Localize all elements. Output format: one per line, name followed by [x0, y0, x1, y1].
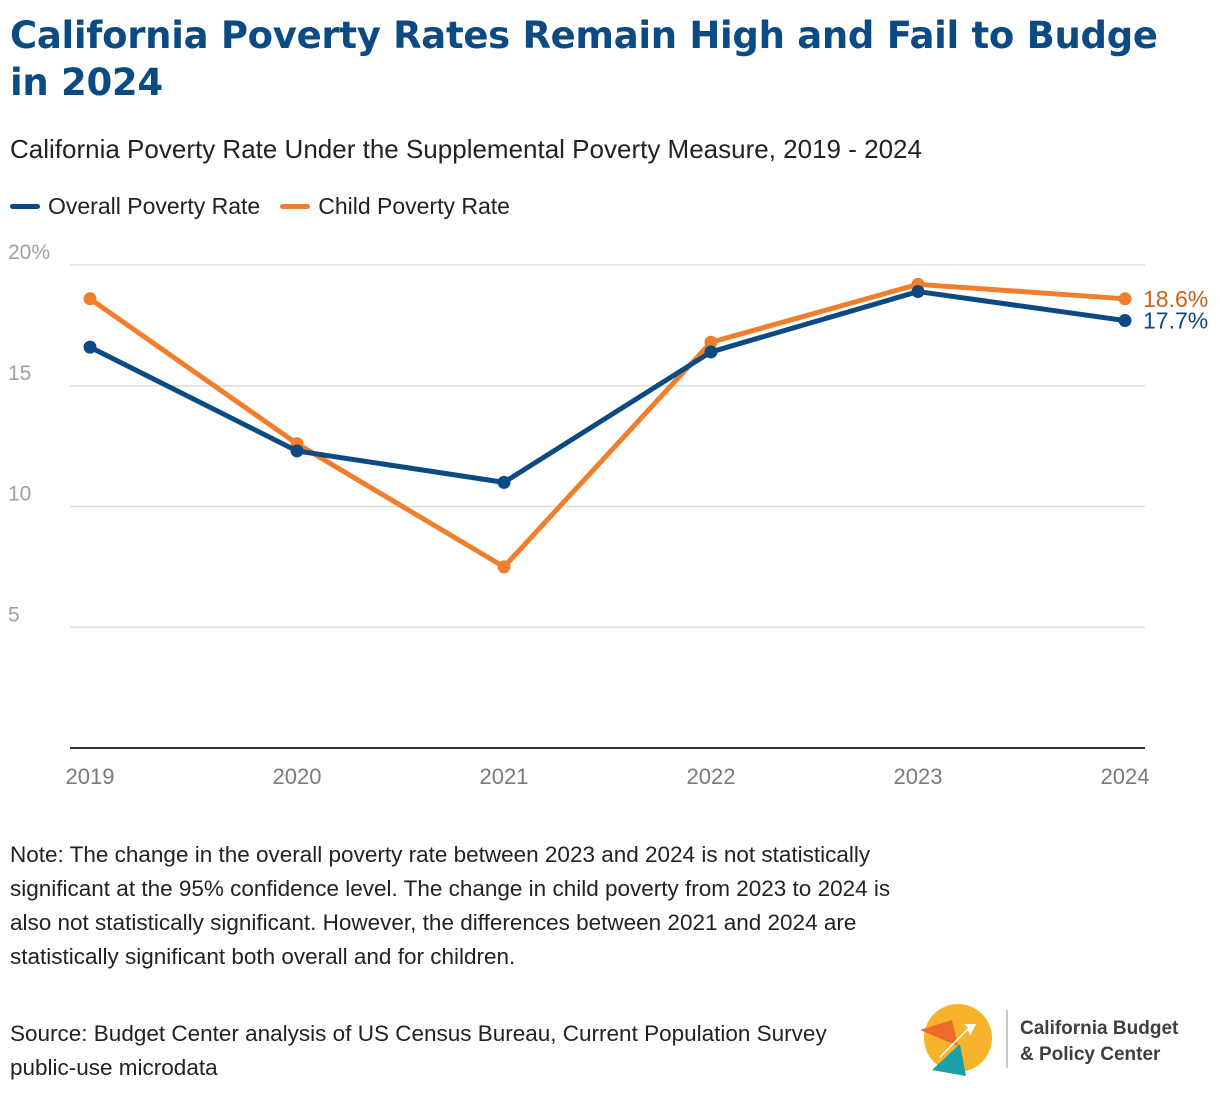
logo-line-2: & Policy Center — [1020, 1044, 1161, 1065]
legend-label-overall: Overall Poverty Rate — [48, 193, 261, 219]
label-layer: 18.6%17.7% — [1143, 286, 1208, 334]
line-chart: 20% 15 10 5 2019 2020 2021 2022 2023 2024 18.6%1… — [8, 241, 1208, 789]
y-tick-label: 5 — [8, 603, 20, 626]
legend-swatch-child — [280, 204, 311, 209]
data-point — [1118, 314, 1132, 328]
series-layer — [83, 277, 1132, 574]
data-point — [1118, 292, 1132, 306]
x-tick-label: 2022 — [687, 764, 736, 789]
y-tick-label: 15 — [8, 362, 31, 385]
legend-item-child: Child Poverty Rate — [280, 193, 510, 220]
data-point — [497, 560, 511, 574]
legend-swatch-overall — [10, 204, 40, 209]
data-label: 18.6% — [1143, 286, 1208, 312]
x-tick-label: 2023 — [894, 764, 943, 789]
legend: Overall Poverty Rate Child Poverty Rate — [10, 193, 530, 220]
series-line — [87, 281, 1128, 570]
organization-logo: California Budget & Policy Center — [918, 1000, 1208, 1080]
x-tick-label: 2021 — [480, 764, 529, 789]
logo-divider — [1006, 1010, 1008, 1068]
chart-subtitle: California Poverty Rate Under the Supple… — [10, 134, 922, 164]
cbpc-logo-icon — [920, 1004, 992, 1076]
axis-layer: 2019 2020 2021 2022 2023 2024 — [66, 747, 1150, 789]
chart-title: California Poverty Rates Remain High and… — [10, 14, 1158, 104]
legend-item-overall: Overall Poverty Rate — [10, 193, 260, 220]
series-line — [87, 289, 1128, 485]
data-point — [704, 335, 718, 349]
x-tick-label: 2019 — [66, 764, 115, 789]
data-point — [83, 340, 97, 354]
data-label: 17.7% — [1143, 308, 1208, 334]
data-point — [497, 475, 511, 489]
logo-text: California Budget & Policy Center — [1020, 1016, 1178, 1068]
legend-label-child: Child Poverty Rate — [318, 193, 510, 219]
chart-source: Source: Budget Center analysis of US Cen… — [10, 1021, 827, 1080]
x-tick-label: 2020 — [273, 764, 322, 789]
data-point — [704, 345, 718, 359]
data-point — [290, 444, 304, 458]
y-tick-label: 10 — [8, 483, 31, 506]
logo-line-1: California Budget — [1020, 1018, 1179, 1039]
y-tick-label: 20% — [8, 241, 50, 264]
grid-layer: 20% 15 10 5 — [8, 241, 1145, 628]
data-point — [911, 285, 925, 299]
data-point — [83, 292, 97, 306]
x-tick-label: 2024 — [1101, 764, 1150, 789]
chart-note: Note: The change in the overall poverty … — [10, 842, 891, 969]
